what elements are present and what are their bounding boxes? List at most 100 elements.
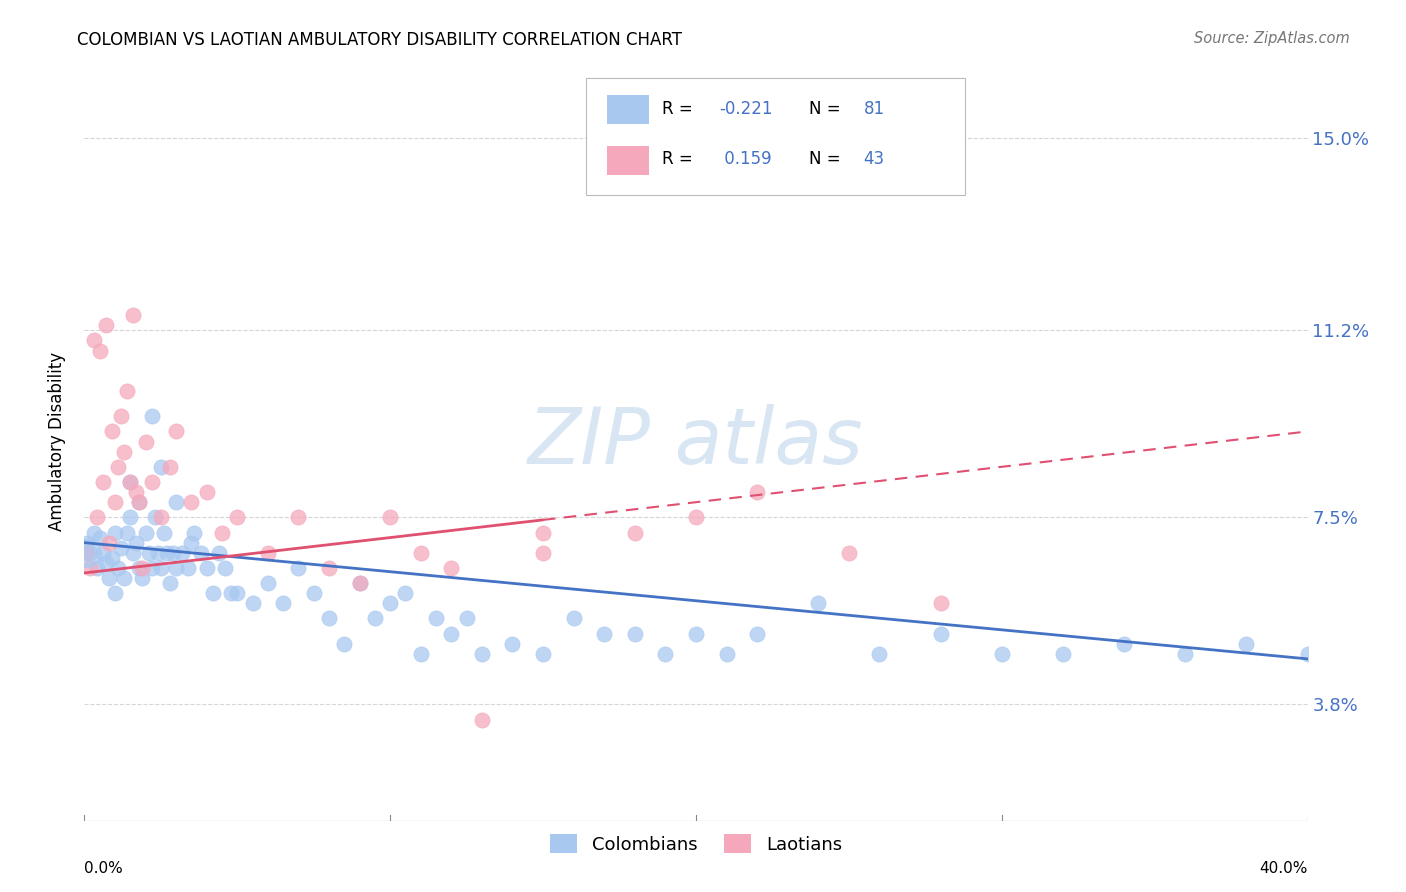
Point [135,434,157,449]
Point [394,586,416,600]
Text: 40.0%: 40.0% [1260,861,1308,876]
Point [929,596,952,610]
Point [440,561,463,575]
Point [162,546,184,560]
Point [97,535,120,549]
Text: ZIP atlas: ZIP atlas [529,403,863,480]
Point [128,561,150,575]
Point [747,626,769,640]
Point [1236,637,1258,651]
Point [172,546,194,560]
Point [141,475,163,489]
Point [76,546,98,560]
Point [502,637,524,651]
Point [195,561,218,575]
Point [271,596,294,610]
Point [208,546,231,560]
Point [91,475,114,489]
Point [364,611,387,625]
Point [287,561,309,575]
Point [242,596,264,610]
Point [156,546,179,560]
Point [149,561,172,575]
Point [76,535,98,549]
Point [1296,647,1319,661]
Point [141,561,163,575]
Point [425,611,447,625]
Point [380,596,402,610]
Text: 0.159: 0.159 [720,151,772,169]
Point [101,425,124,439]
Point [97,571,120,585]
Point [79,546,101,560]
Point [624,525,647,540]
Point [107,561,129,575]
Point [76,546,98,560]
Point [128,495,150,509]
Point [685,626,707,640]
Point [1052,647,1074,661]
Point [624,626,647,640]
Legend: Colombians, Laotians: Colombians, Laotians [543,827,849,861]
FancyBboxPatch shape [586,78,965,195]
Point [302,586,325,600]
Point [1174,647,1197,661]
Point [409,546,432,560]
Point [138,546,160,560]
Point [807,596,830,610]
Point [380,510,402,524]
Point [110,409,132,424]
Point [929,626,952,640]
Point [122,308,145,322]
Point [115,525,138,540]
Text: R =: R = [662,100,693,118]
Point [79,561,101,575]
Point [318,561,340,575]
Point [531,525,554,540]
Point [135,525,157,540]
Point [333,637,356,651]
Text: Source: ZipAtlas.com: Source: ZipAtlas.com [1194,31,1350,46]
Point [349,576,371,591]
Point [219,586,242,600]
Point [101,550,124,565]
Point [115,384,138,398]
Point [125,535,148,549]
Text: N =: N = [808,151,841,169]
Point [531,647,554,661]
Point [104,586,127,600]
Point [86,561,108,575]
Point [153,525,176,540]
Text: 0.0%: 0.0% [84,861,124,876]
Text: R =: R = [662,151,693,169]
Point [110,541,132,555]
Point [180,495,202,509]
Point [195,485,218,500]
Point [159,459,181,474]
Text: N =: N = [808,100,841,118]
Text: 81: 81 [863,100,884,118]
Point [214,561,236,575]
Point [318,611,340,625]
Point [165,425,187,439]
Point [471,647,494,661]
Point [122,546,145,560]
Point [349,576,371,591]
Point [94,556,117,570]
Point [159,576,181,591]
Point [531,546,554,560]
Point [120,475,142,489]
Point [165,495,187,509]
Point [201,586,224,600]
Point [409,647,432,661]
Point [131,561,153,575]
Point [177,561,200,575]
Point [226,510,249,524]
Point [180,535,202,549]
Point [89,531,111,545]
Point [112,571,135,585]
Point [287,510,309,524]
Point [89,343,111,358]
Point [107,459,129,474]
Point [838,546,860,560]
